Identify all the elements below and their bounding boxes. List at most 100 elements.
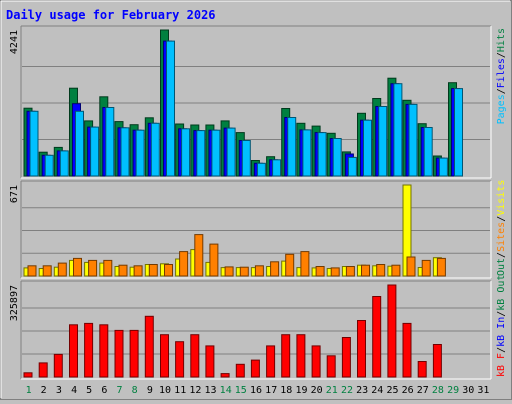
bar-sites-day-12 <box>194 234 204 277</box>
x-tick-label: 14 <box>220 385 232 396</box>
bar-pages-day-9 <box>150 122 160 177</box>
bar-kb-f-day-8 <box>129 329 139 378</box>
x-tick-label: 8 <box>132 385 138 396</box>
bar-sites-day-21 <box>330 267 340 277</box>
x-tick-label: 22 <box>341 385 353 396</box>
legend-entry: Sites <box>496 222 507 252</box>
bar-sites-day-1 <box>27 265 37 277</box>
bar-kb-f-day-2 <box>38 362 48 378</box>
bar-kb-f-day-14 <box>220 373 230 378</box>
bar-pages-day-22 <box>347 156 357 177</box>
bar-kb-f-day-20 <box>311 345 321 378</box>
bar-pages-day-14 <box>226 127 236 177</box>
legend-entry: Files <box>496 58 507 88</box>
bar-sites-day-19 <box>300 251 310 277</box>
x-tick-label: 1 <box>26 385 32 396</box>
bar-sites-day-26 <box>406 256 416 277</box>
x-axis: 1 2 3 4 5 6 7 8 9 10 11 12 13 14 15 16 17 18 19 20 21 22 23 24 2… <box>26 385 490 396</box>
x-tick-label: 31 <box>477 385 489 396</box>
bar-kb-f-day-12 <box>190 334 200 378</box>
bar-sites-day-27 <box>421 259 431 277</box>
bar-kb-f-day-6 <box>99 324 109 378</box>
bar-kb-f-day-28 <box>432 344 442 378</box>
legend-entry: Hits <box>496 28 507 52</box>
bar-pages-day-4 <box>75 110 84 177</box>
x-tick-label: 20 <box>311 385 323 396</box>
x-tick-label: 28 <box>432 385 444 396</box>
x-tick-label: 13 <box>204 385 216 396</box>
bar-sites-day-23 <box>361 264 370 277</box>
bar-kb-f-day-1 <box>23 372 33 378</box>
legend-kbytes: kB F/kB In/kB Out <box>496 275 507 377</box>
legend-entry: kB In <box>496 317 507 347</box>
bar-pages-day-24 <box>378 106 388 177</box>
bar-kb-f-day-17 <box>266 345 276 378</box>
bar-pages-day-25 <box>393 83 403 177</box>
bar-pages-day-6 <box>105 107 115 177</box>
x-tick-label: 15 <box>235 385 247 396</box>
bar-sites-day-20 <box>315 266 325 277</box>
x-tick-label: 4 <box>71 385 77 396</box>
bar-kb-f-day-18 <box>281 334 291 378</box>
bar-pages-day-2 <box>44 154 54 177</box>
bar-sites-day-5 <box>88 259 98 277</box>
legend-entry: Visits <box>496 180 507 216</box>
bar-sites-day-17 <box>270 261 280 277</box>
bar-sites-day-6 <box>103 259 113 277</box>
bar-pages-day-8 <box>135 129 145 177</box>
bar-kb-f-day-16 <box>250 359 260 378</box>
bar-sites-day-4 <box>73 257 82 277</box>
bar-kb-f-day-7 <box>114 329 124 378</box>
bar-pages-day-17 <box>272 159 282 177</box>
legend-entry: / <box>496 52 507 58</box>
bar-sites-day-10 <box>164 264 173 277</box>
bar-kb-f-day-5 <box>84 322 94 378</box>
x-tick-label: 6 <box>101 385 107 396</box>
bar-pages-day-23 <box>363 119 372 177</box>
bar-kb-f-day-11 <box>175 341 185 378</box>
bar-sites-day-28 <box>436 257 446 277</box>
x-tick-label: 11 <box>174 385 186 396</box>
bar-kb-f-day-3 <box>53 353 63 378</box>
bar-kb-f-day-15 <box>235 363 245 378</box>
bar-sites-day-22 <box>345 266 355 277</box>
bar-pages-day-11 <box>181 128 191 177</box>
legend-entry: / <box>496 216 507 222</box>
bar-sites-day-2 <box>42 265 52 277</box>
x-tick-label: 16 <box>250 385 262 396</box>
legend-entry: Out <box>496 258 507 276</box>
bar-kb-f-day-27 <box>417 361 427 378</box>
chart-title: Daily usage for February 2026 <box>6 8 216 22</box>
bar-pages-day-15 <box>241 140 251 177</box>
bar-sites-day-18 <box>285 253 295 277</box>
x-tick-label: 19 <box>295 385 307 396</box>
x-tick-label: 5 <box>86 385 92 396</box>
x-tick-label: 30 <box>462 385 474 396</box>
bar-sites-day-25 <box>391 264 401 277</box>
x-tick-label: 17 <box>265 385 277 396</box>
x-tick-label: 18 <box>280 385 292 396</box>
x-tick-label: 10 <box>159 385 171 396</box>
bar-kb-f-day-10 <box>160 334 169 378</box>
bar-sites-day-11 <box>179 251 189 277</box>
bar-pages-day-10 <box>166 40 175 177</box>
bar-pages-day-12 <box>196 130 206 177</box>
y-max-label: 4241 <box>9 30 20 54</box>
bar-sites-day-7 <box>118 264 128 277</box>
legend-entry: / <box>496 88 507 94</box>
chart-panels: 4241Pages/Files/Hits671Out/Sites/Visits3… <box>9 25 507 380</box>
bar-kb-f-day-9 <box>144 315 154 378</box>
bar-kb-f-day-26 <box>402 322 412 378</box>
y-max-label: 671 <box>9 185 20 203</box>
bar-kb-f-day-23 <box>357 320 366 378</box>
x-tick-label: 7 <box>116 385 122 396</box>
bar-pages-day-27 <box>423 127 433 177</box>
bar-sites-day-24 <box>376 264 386 277</box>
bar-pages-day-7 <box>120 127 130 177</box>
bar-sites-day-8 <box>133 265 143 277</box>
legend-entry: kB F <box>496 353 507 377</box>
